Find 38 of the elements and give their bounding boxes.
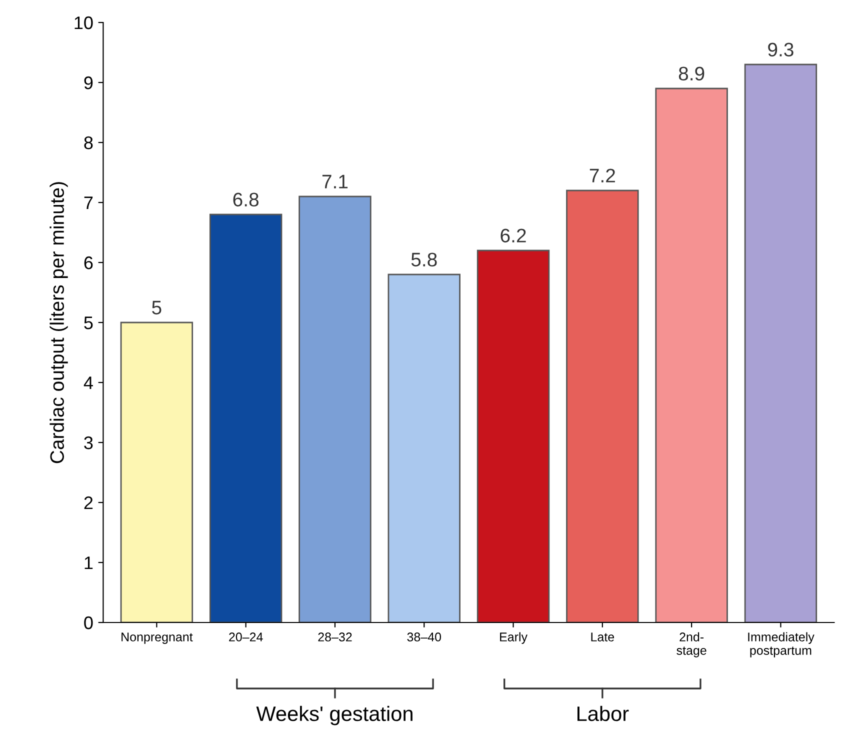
data-label: 7.2: [590, 168, 615, 182]
y-tick-label: 9: [84, 76, 93, 90]
x-tick-label: 38–40: [407, 632, 442, 642]
bar: [209, 214, 282, 622]
y-tick-label: 4: [84, 376, 93, 390]
x-tick-label: Immediately postpartum: [748, 632, 814, 658]
y-tick-label: 1: [84, 556, 93, 570]
y-tick-label: 7: [84, 196, 93, 210]
y-axis-title: Cardiac output (liters per minute): [50, 182, 68, 464]
data-label: 6.8: [233, 192, 259, 206]
data-label: 8.9: [678, 66, 704, 80]
y-tick-label: 0: [84, 616, 93, 630]
bar: [476, 250, 550, 622]
text: Labor: [577, 706, 629, 722]
x-tick-label: 28–32: [318, 632, 352, 642]
data-label: 6.2: [500, 228, 526, 242]
x-tick-label: 2nd- stage: [676, 632, 706, 658]
y-tick-label: 5: [84, 316, 93, 330]
y-tick-label: 6: [84, 256, 93, 270]
y-tick-label: 2: [84, 496, 93, 510]
x-tick-label: Nonpregnant: [122, 632, 193, 644]
bar: [298, 196, 372, 622]
bar: [388, 274, 460, 622]
data-label: 5: [152, 300, 162, 314]
y-tick-label: 3: [84, 436, 93, 450]
bar: [120, 322, 194, 622]
x-tick-label: 20–24: [229, 632, 263, 642]
y-tick-label: 8: [84, 136, 93, 150]
x-tick-label: Late: [591, 632, 614, 642]
bar: [655, 88, 728, 622]
y-tick-label: 10: [74, 16, 93, 30]
data-label: 7.1: [322, 174, 348, 188]
text: Weeks' gestation: [256, 706, 412, 726]
x-tick-label: Early: [500, 632, 528, 644]
data-label: 9.3: [768, 42, 794, 56]
bar: [566, 190, 639, 622]
bar: [744, 64, 818, 622]
data-label: 5.8: [411, 252, 437, 266]
